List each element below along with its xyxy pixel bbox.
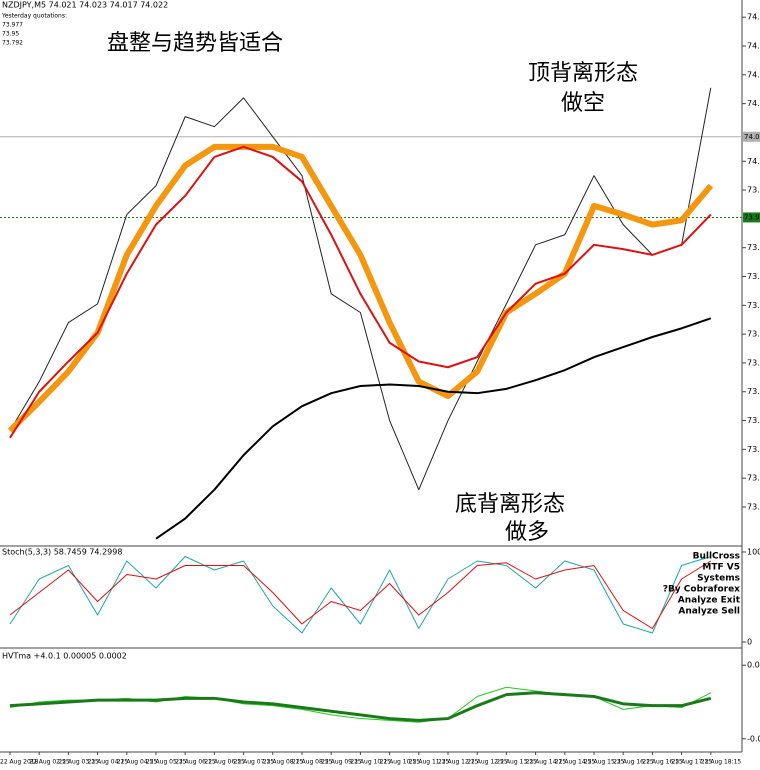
y-tick-label: 73.865	[747, 358, 760, 367]
x-tick-label: 22 Aug 17:35	[672, 759, 713, 766]
x-tick-label: 22 Aug 09:35	[321, 759, 362, 766]
level-label: 74.022	[744, 133, 760, 141]
y-tick-label: 73.925	[747, 272, 760, 281]
x-tick-label: 22 Aug 12:55	[467, 759, 508, 766]
x-tick-label: 22 Aug 02:55	[29, 759, 70, 766]
x-tick-label: 22 Aug 06:15	[175, 759, 216, 766]
legend-entry: MTF V5	[702, 563, 740, 573]
annotation: 盘整与趋势皆适合	[107, 31, 283, 56]
series-line	[155, 317, 712, 540]
x-tick-label: 22 Aug 10:55	[380, 759, 421, 766]
x-tick-label: 22 Aug 18:15	[701, 759, 742, 766]
legend-entry: Analyze Sell	[678, 607, 740, 617]
y-tick-label: 73.805	[747, 445, 760, 454]
x-tick-label: 22 Aug 08:15	[263, 759, 304, 766]
y-tick-label: 74.045	[747, 99, 760, 108]
info-text: Yesterday quotations:	[1, 13, 67, 20]
series-line	[9, 556, 711, 634]
x-tick-label: 22 Aug 15:35	[584, 759, 625, 766]
annotation: 做空	[561, 91, 605, 116]
info-text: 73.977	[2, 22, 23, 29]
level-label-bg	[743, 131, 760, 142]
legend-entry: Analyze Exit	[678, 596, 741, 606]
x-tick-label: 22 Aug 11:35	[409, 759, 450, 766]
y-tick-label: 74.085	[747, 42, 760, 51]
y-tick-label: 73.845	[747, 387, 760, 396]
y-tick-label: 73.765	[747, 502, 760, 511]
x-tick-label: 22 Aug 14:15	[526, 759, 567, 766]
y-tick-label: 0.0002	[747, 661, 760, 670]
y-tick-label: 73.985	[747, 186, 760, 195]
y-tick-label: 73.885	[747, 330, 760, 339]
x-tick-label: 22 Aug 16:15	[613, 759, 654, 766]
y-tick-label: 0	[747, 638, 752, 647]
y-tick-label: 73.905	[747, 301, 760, 310]
series-line	[7, 143, 714, 433]
x-tick-label: 22 Aug 03:35	[58, 759, 99, 766]
level-label: 73.966	[744, 213, 760, 221]
info-text: 73.95	[2, 31, 19, 38]
y-tick-label: 100	[747, 548, 760, 557]
level-label-bg	[743, 212, 760, 223]
x-tick-label: 22 Aug 04:55	[117, 759, 158, 766]
annotation: 底背离形态	[455, 492, 565, 517]
x-tick-label: 22 Aug 05:35	[146, 759, 187, 766]
annotation: 顶背离形态	[528, 61, 638, 86]
y-tick-label: 73.945	[747, 243, 760, 252]
x-tick-label: 22 Aug 16:55	[642, 759, 683, 766]
legend-entry: BullCross	[693, 552, 740, 562]
panel-title: Stoch(5,3,3) 58.7459 74.2998	[2, 548, 122, 557]
x-tick-label: 22 Aug 14:55	[555, 759, 596, 766]
y-tick-label: 73.825	[747, 416, 760, 425]
y-tick-label: 74.005	[747, 157, 760, 166]
x-tick-label: 22 Aug 12:15	[438, 759, 479, 766]
x-tick-label: 22 Aug 13:35	[496, 759, 537, 766]
series-line	[9, 87, 712, 491]
x-tick-label: 22 Aug 06:55	[204, 759, 245, 766]
y-tick-label: 73.785	[747, 474, 760, 483]
y-tick-label: -0.0002	[747, 734, 760, 743]
x-tick-label: 22 Aug 10:15	[350, 759, 391, 766]
x-tick-label: 22 Aug 08:55	[292, 759, 333, 766]
annotation: 做多	[505, 520, 549, 545]
legend-entry: ?By Cobraforex	[663, 585, 740, 595]
y-tick-label: 74.105	[747, 13, 760, 22]
series-line	[9, 691, 712, 722]
x-tick-label: 22 Aug 04:15	[88, 759, 129, 766]
chart-title: NZDJPY,M5 74.021 74.023 74.017 74.022	[2, 1, 168, 10]
y-tick-label: 74.065	[747, 70, 760, 79]
x-tick-label: 22 Aug 07:35	[234, 759, 275, 766]
series-line	[9, 560, 712, 629]
legend-entry: Systems	[697, 574, 740, 584]
panel-title: HVTma +4.0.1 0.00005 0.0002	[2, 652, 127, 661]
series-line	[9, 145, 712, 439]
info-text: 73.792	[2, 40, 23, 47]
x-tick-label: 22 Aug 2018	[0, 759, 39, 766]
